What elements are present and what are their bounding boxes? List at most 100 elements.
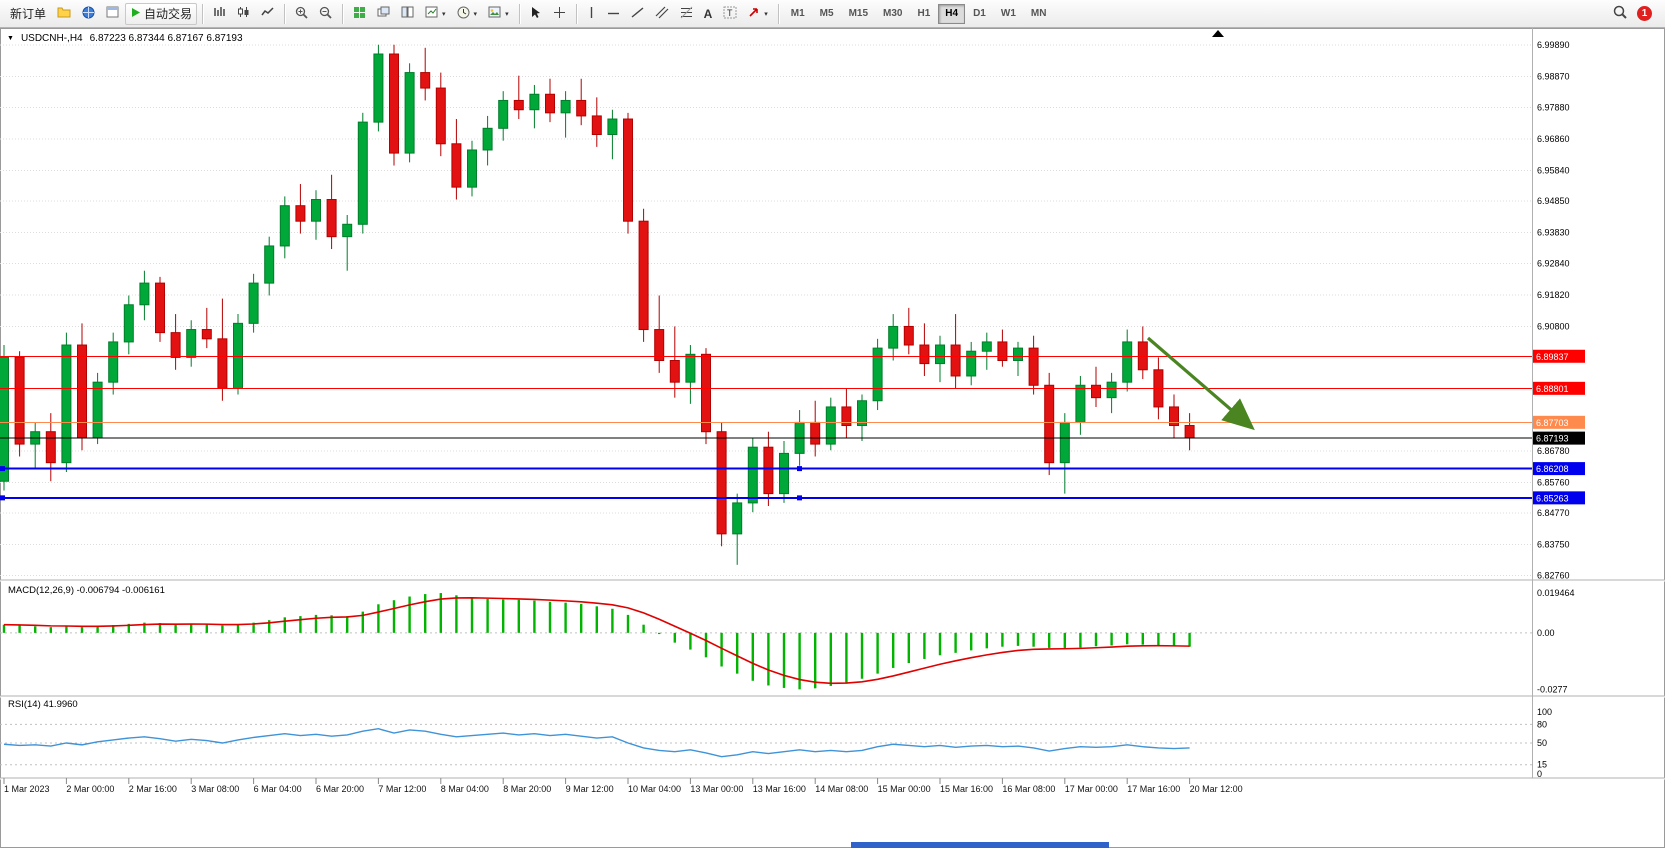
- toolbar-separator: [284, 3, 286, 24]
- svg-text:6.90800: 6.90800: [1537, 321, 1570, 331]
- timeframe-m30-button[interactable]: M30: [883, 8, 903, 19]
- new-chart-button[interactable]: ▾: [420, 3, 451, 25]
- zoom-out-button[interactable]: [314, 3, 337, 25]
- zoom-out-icon: [319, 6, 332, 22]
- svg-text:15 Mar 00:00: 15 Mar 00:00: [878, 784, 931, 794]
- autotrading-label: 自动交易: [144, 7, 193, 21]
- zoom-in-button[interactable]: [290, 3, 313, 25]
- tile-grid-icon: [353, 6, 366, 22]
- svg-text:6.82760: 6.82760: [1537, 570, 1570, 580]
- svg-text:6.86208: 6.86208: [1536, 464, 1569, 474]
- horizontal-line-tool-button[interactable]: [602, 3, 625, 25]
- svg-text:7 Mar 12:00: 7 Mar 12:00: [378, 784, 426, 794]
- line-chart-mode-button[interactable]: [256, 3, 279, 25]
- play-icon: [130, 7, 141, 21]
- new-order-button[interactable]: 新订单: [5, 3, 51, 25]
- arrange-windows-button[interactable]: [396, 3, 419, 25]
- main-toolbar: 新订单 自动交易: [0, 0, 1665, 28]
- vertical-line-tool-button[interactable]: [582, 3, 601, 25]
- svg-text:T: T: [727, 8, 733, 18]
- trendline-icon: [631, 6, 644, 22]
- svg-text:6.97880: 6.97880: [1537, 102, 1570, 112]
- timeframe-mn-button[interactable]: MN: [1030, 8, 1047, 19]
- channel-icon: [655, 5, 669, 22]
- label-tool-icon: T: [723, 6, 737, 22]
- rsi-indicator-label: RSI(14) 41.9960: [8, 699, 78, 710]
- svg-text:6.91820: 6.91820: [1537, 290, 1570, 300]
- svg-text:9 Mar 12:00: 9 Mar 12:00: [566, 784, 614, 794]
- svg-text:17 Mar 16:00: 17 Mar 16:00: [1127, 784, 1180, 794]
- timeframe-d1-button[interactable]: D1: [973, 8, 986, 19]
- symbol-dropdown-icon[interactable]: ▼: [7, 35, 14, 42]
- svg-text:6.95840: 6.95840: [1537, 165, 1570, 175]
- svg-text:17 Mar 00:00: 17 Mar 00:00: [1065, 784, 1118, 794]
- vertical-line-icon: [587, 6, 596, 22]
- data-window-icon: [106, 6, 119, 21]
- timeframe-w1-button[interactable]: W1: [1000, 8, 1016, 19]
- autotrading-button[interactable]: 自动交易: [125, 2, 198, 25]
- svg-text:6.83750: 6.83750: [1537, 540, 1570, 550]
- cascade-icon: [377, 6, 390, 21]
- trendline-tool-button[interactable]: [626, 3, 649, 25]
- svg-text:2 Mar 00:00: 2 Mar 00:00: [66, 784, 114, 794]
- svg-text:6.85263: 6.85263: [1536, 493, 1569, 503]
- svg-text:6.94850: 6.94850: [1537, 196, 1570, 206]
- profiles-button[interactable]: [77, 3, 100, 25]
- timeframe-m5-button[interactable]: M5: [819, 8, 834, 19]
- candlestick-icon: [237, 6, 250, 21]
- label-tool-button[interactable]: T: [718, 3, 742, 25]
- candlestick-mode-button[interactable]: [232, 3, 255, 25]
- dropdown-caret-icon: ▾: [764, 10, 768, 18]
- zoom-in-icon: [295, 6, 308, 22]
- svg-text:13 Mar 00:00: 13 Mar 00:00: [690, 784, 743, 794]
- cursor-tool-button[interactable]: [525, 3, 547, 25]
- svg-text:15 Mar 16:00: 15 Mar 16:00: [940, 784, 993, 794]
- svg-text:6.84770: 6.84770: [1537, 508, 1570, 518]
- cascade-windows-button[interactable]: [372, 3, 395, 25]
- svg-text:8 Mar 04:00: 8 Mar 04:00: [441, 784, 489, 794]
- notification-badge[interactable]: 1: [1637, 6, 1652, 21]
- svg-text:8 Mar 20:00: 8 Mar 20:00: [503, 784, 551, 794]
- folder-icon: [57, 6, 71, 21]
- dropdown-caret-icon: ▾: [442, 10, 446, 18]
- arrows-tool-button[interactable]: ▾: [743, 3, 773, 25]
- chart-canvas[interactable]: 6.99890 6.98870 6.97880 6.96860 6.95840 6.948…: [0, 28, 1665, 848]
- templates-button[interactable]: ▾: [483, 3, 514, 25]
- data-window-button[interactable]: [101, 3, 124, 25]
- macd-indicator-label: MACD(12,26,9) -0.006794 -0.006161: [8, 585, 165, 596]
- svg-text:13 Mar 16:00: 13 Mar 16:00: [753, 784, 806, 794]
- svg-text:15: 15: [1537, 760, 1547, 770]
- dropdown-caret-icon: ▾: [505, 10, 509, 18]
- tile-windows-button[interactable]: [348, 3, 371, 25]
- search-icon: [1613, 5, 1627, 22]
- svg-text:20 Mar 12:00: 20 Mar 12:00: [1190, 784, 1243, 794]
- fibonacci-tool-button[interactable]: [675, 3, 698, 25]
- timeframe-m15-button[interactable]: M15: [848, 8, 869, 19]
- svg-text:2 Mar 16:00: 2 Mar 16:00: [129, 784, 177, 794]
- open-folder-button[interactable]: [52, 3, 76, 25]
- periods-button[interactable]: ▾: [452, 3, 483, 25]
- svg-text:-0.0277: -0.0277: [1537, 684, 1568, 694]
- symbol-period-label: USDCNH-,H4: [20, 33, 83, 44]
- arrow-object-icon: [748, 6, 760, 21]
- channel-tool-button[interactable]: [650, 3, 674, 25]
- bar-chart-icon: [213, 6, 226, 21]
- timeframe-m1-button[interactable]: M1: [790, 8, 805, 19]
- crosshair-tool-button[interactable]: [548, 3, 571, 25]
- svg-text:6.99890: 6.99890: [1537, 40, 1570, 50]
- svg-text:0: 0: [1537, 769, 1542, 779]
- svg-text:80: 80: [1537, 719, 1547, 729]
- ohlc-values: 6.87223 6.87344 6.87167 6.87193: [89, 33, 243, 44]
- chart-symbol-line: ▼ USDCNH-,H4 6.87223 6.87344 6.87167 6.8…: [7, 33, 243, 44]
- horizontal-line-icon: [607, 7, 620, 21]
- svg-text:6.88801: 6.88801: [1536, 384, 1569, 394]
- svg-text:6.96860: 6.96860: [1537, 134, 1570, 144]
- new-chart-icon: [425, 6, 438, 21]
- text-tool-button[interactable]: A: [699, 3, 718, 25]
- search-button[interactable]: [1608, 3, 1632, 25]
- svg-text:6.86780: 6.86780: [1537, 446, 1570, 456]
- timeframe-h1-button[interactable]: H1: [917, 8, 931, 19]
- timeframe-h4-button[interactable]: H4: [938, 3, 966, 24]
- bar-chart-mode-button[interactable]: [208, 3, 231, 25]
